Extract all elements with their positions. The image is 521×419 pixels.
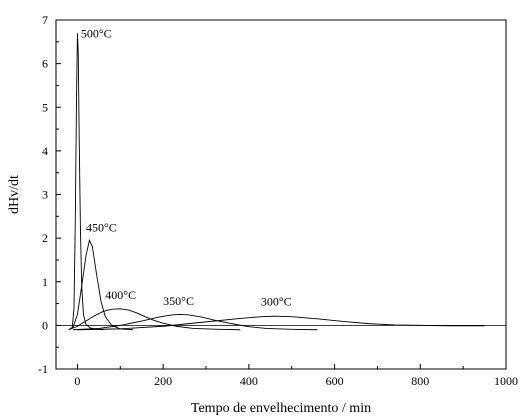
x-tick-label: 800 bbox=[411, 374, 429, 388]
series-line bbox=[73, 314, 318, 331]
series-line bbox=[68, 238, 134, 331]
y-tick-label: 1 bbox=[42, 275, 48, 289]
curve-label: 450°C bbox=[86, 221, 117, 235]
y-tick-label: 0 bbox=[42, 318, 48, 332]
x-tick-label: 400 bbox=[240, 374, 258, 388]
series-line bbox=[68, 33, 104, 331]
curve-label: 500°C bbox=[81, 26, 112, 40]
axes: 0 200 400 600 800 1000 -1 0 1 2 3 4 5 6 7 bbox=[38, 13, 518, 388]
curve-label: 300°C bbox=[261, 295, 292, 309]
curve-label: 400°C bbox=[105, 288, 136, 302]
y-tick-label: 3 bbox=[42, 188, 48, 202]
y-tick-label: -1 bbox=[38, 362, 48, 376]
x-axis-title: Tempo de envelhecimento / min bbox=[191, 401, 371, 416]
curve-labels: 500°C 450°C 400°C 350°C 300°C bbox=[81, 26, 292, 308]
curves bbox=[68, 33, 485, 331]
curve-label: 350°C bbox=[163, 294, 194, 308]
x-tick-label: 600 bbox=[326, 374, 344, 388]
x-tick-label: 0 bbox=[74, 374, 80, 388]
y-tick-label: 2 bbox=[42, 231, 48, 245]
x-tick-label: 1000 bbox=[494, 374, 518, 388]
x-tick-label: 200 bbox=[154, 374, 172, 388]
y-axis-title: dHv/dt bbox=[7, 175, 22, 214]
y-tick-label: 5 bbox=[42, 100, 48, 114]
y-tick-label: 7 bbox=[42, 13, 48, 27]
y-tick-label: 4 bbox=[42, 144, 48, 158]
y-tick-label: 6 bbox=[42, 57, 48, 71]
series-line bbox=[68, 308, 241, 331]
series-line bbox=[77, 315, 485, 331]
